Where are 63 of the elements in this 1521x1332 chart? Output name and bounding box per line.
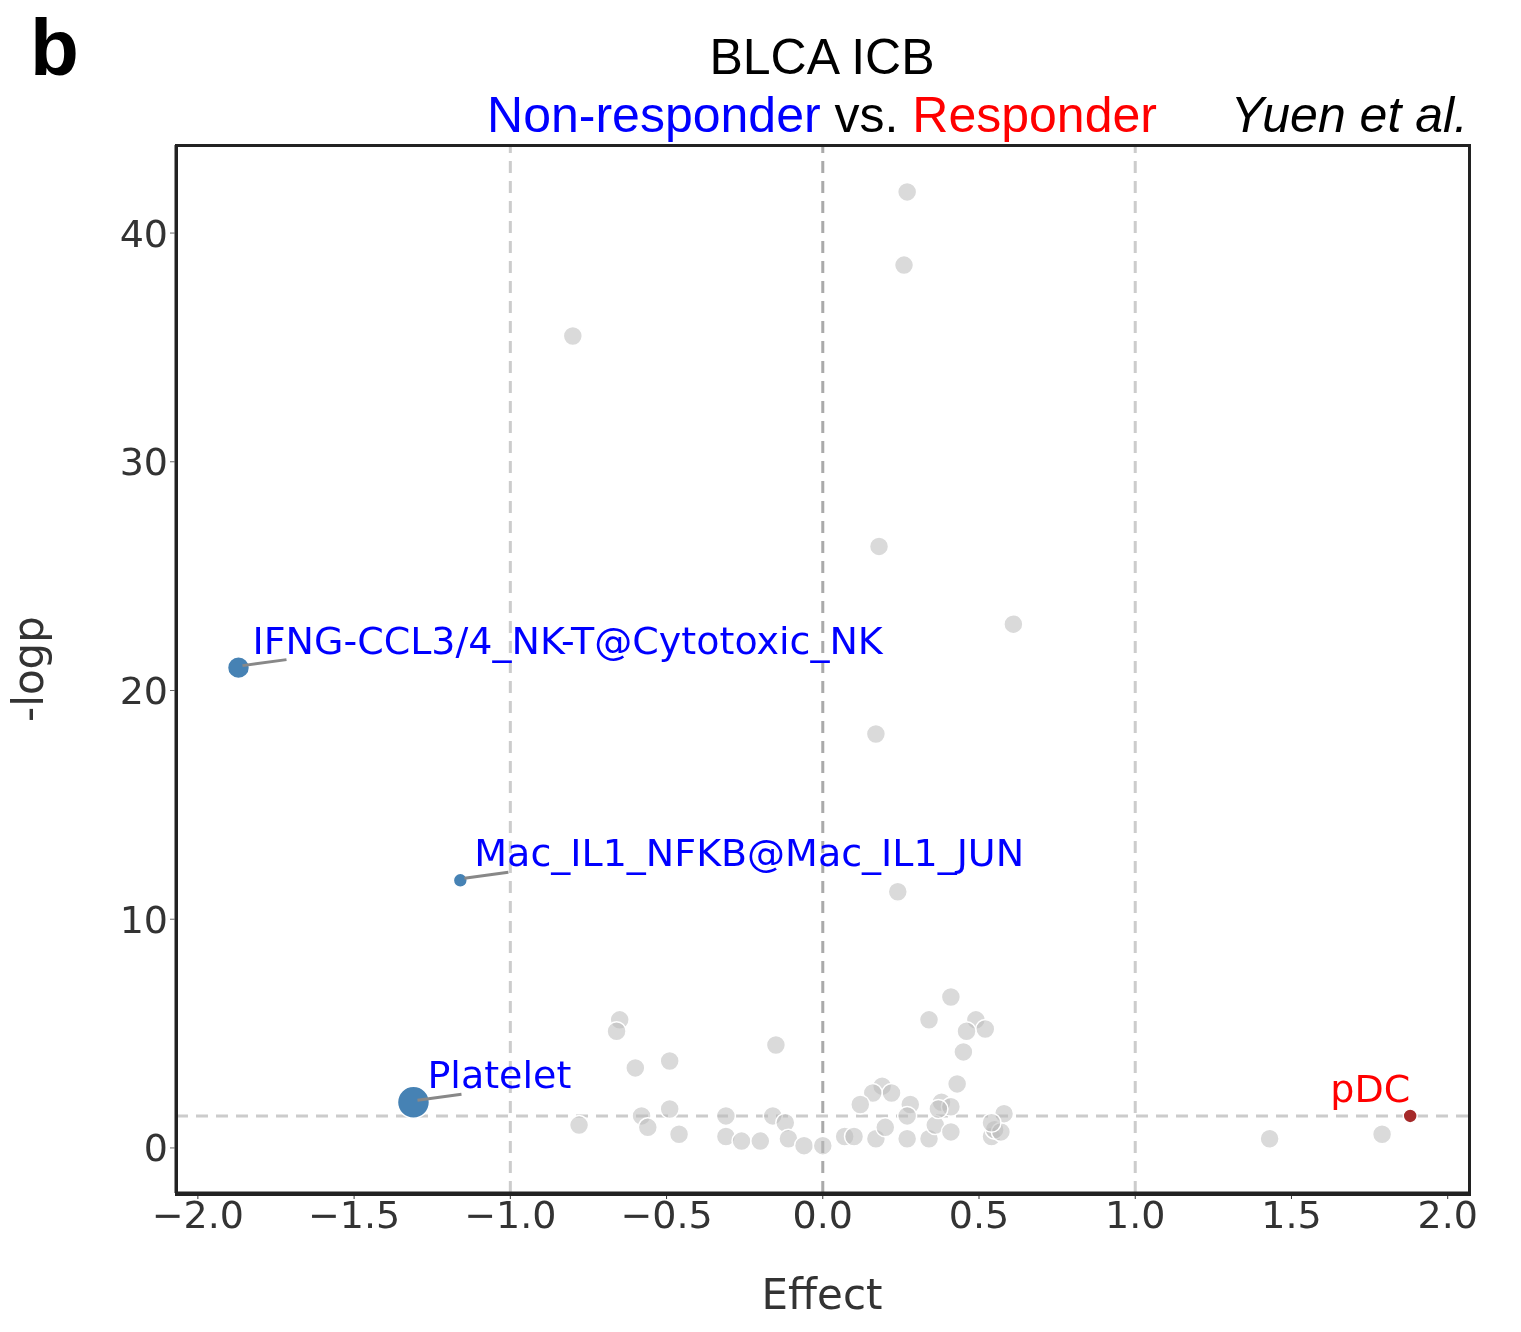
y-tick-label: 10 xyxy=(119,897,168,942)
x-tick-label: −0.5 xyxy=(620,1192,713,1237)
text: b xyxy=(30,3,79,92)
annotation: pDC xyxy=(1330,1066,1411,1111)
point xyxy=(868,536,890,557)
annotation: Platelet xyxy=(427,1053,572,1098)
point xyxy=(562,325,584,347)
x-axis-title: Effect xyxy=(761,1270,883,1319)
point xyxy=(865,723,887,745)
point xyxy=(975,1018,996,1040)
point xyxy=(875,1117,896,1138)
x-tick-label: −1.5 xyxy=(307,1192,401,1237)
chart-title: BLCA ICB xyxy=(708,29,936,85)
annotation: Mac_IL1_NFKB@Mac_IL1_JUN xyxy=(474,831,1025,876)
text: Yuen et al. xyxy=(1230,87,1468,143)
point xyxy=(625,1057,646,1079)
point xyxy=(881,1082,902,1104)
y-tick-label: 40 xyxy=(119,211,168,256)
point xyxy=(659,1050,680,1072)
chart-subtitle: Non-responder vs. Responder xyxy=(487,87,1157,143)
point xyxy=(812,1135,834,1156)
point xyxy=(843,1126,865,1147)
x-tick-label: 0.0 xyxy=(792,1192,853,1237)
point xyxy=(765,1034,787,1056)
point xyxy=(778,1128,799,1150)
x-tick-label: 1.0 xyxy=(1105,1192,1166,1237)
point xyxy=(731,1130,752,1152)
point xyxy=(896,181,918,203)
point xyxy=(793,1135,815,1156)
point xyxy=(1003,613,1024,635)
x-tick-label: −1.0 xyxy=(464,1192,557,1237)
point xyxy=(637,1117,659,1138)
point xyxy=(981,1112,1002,1134)
point xyxy=(887,881,909,903)
point xyxy=(1259,1128,1280,1150)
point xyxy=(896,1128,918,1150)
point xyxy=(862,1082,884,1104)
point xyxy=(918,1009,940,1031)
point xyxy=(940,1121,962,1143)
point xyxy=(956,1021,977,1042)
point xyxy=(750,1130,771,1152)
point xyxy=(1371,1123,1393,1145)
point xyxy=(953,1041,974,1063)
point xyxy=(850,1094,871,1115)
x-tick-label: −2.0 xyxy=(151,1192,245,1237)
point xyxy=(946,1073,968,1095)
y-tick-label: 30 xyxy=(119,440,168,485)
y-tick-label: 20 xyxy=(119,668,168,713)
point xyxy=(928,1098,949,1120)
y-axis-title: -logp xyxy=(3,616,53,722)
x-tick-label: 0.5 xyxy=(948,1192,1010,1237)
x-tick-label: 1.5 xyxy=(1261,1192,1322,1237)
y-tick-label: 0 xyxy=(143,1126,168,1171)
point xyxy=(668,1123,690,1145)
point xyxy=(940,986,962,1008)
point xyxy=(893,254,915,276)
point xyxy=(715,1105,737,1127)
x-tick-label: 2.0 xyxy=(1417,1192,1478,1237)
point xyxy=(659,1098,680,1120)
point xyxy=(606,1021,627,1042)
point xyxy=(896,1105,918,1127)
point xyxy=(568,1114,590,1136)
annotation: IFNG-CCL3/4_NK-T@Cytotoxic_NK xyxy=(252,618,884,663)
